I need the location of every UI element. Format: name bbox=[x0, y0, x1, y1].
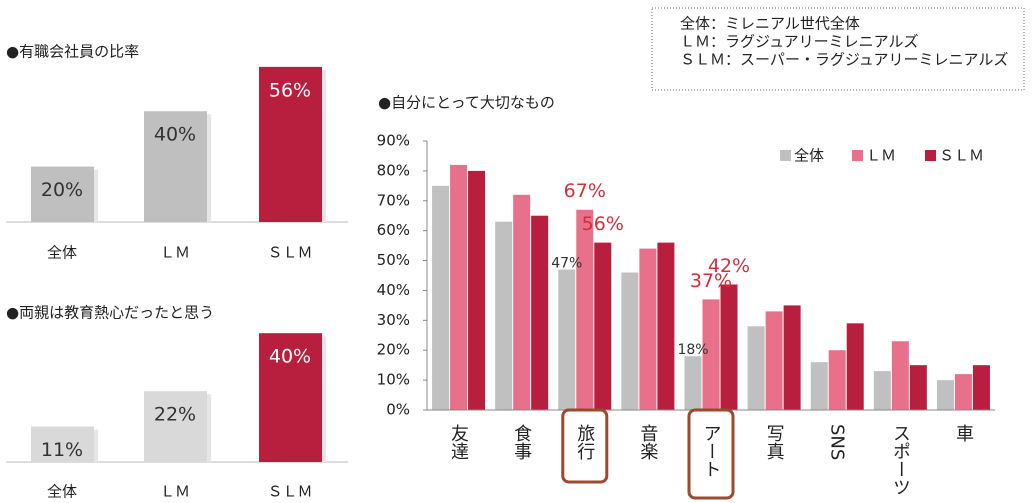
data-label: 42% bbox=[708, 255, 750, 277]
bar bbox=[144, 391, 207, 462]
x-tick-label: 食事 bbox=[511, 424, 532, 460]
bar bbox=[657, 242, 675, 410]
chart-title: ●自分にとって大切なもの bbox=[378, 94, 555, 112]
x-tick-label: 友達 bbox=[448, 424, 469, 460]
data-label: 18% bbox=[677, 342, 708, 358]
bar bbox=[936, 380, 954, 410]
x-tick-label: 写真 bbox=[764, 424, 785, 460]
bar bbox=[144, 111, 207, 222]
x-tick-label: ＳＬＭ bbox=[267, 483, 312, 501]
chart-title: ●有職会社員の比率 bbox=[6, 43, 139, 61]
legend-swatch bbox=[852, 150, 863, 161]
bar bbox=[259, 66, 322, 222]
bar bbox=[747, 326, 765, 410]
y-tick-label: 40% bbox=[377, 281, 410, 299]
bar bbox=[513, 194, 531, 410]
bar bbox=[495, 221, 513, 410]
data-label: 56% bbox=[269, 79, 311, 101]
bar bbox=[909, 365, 927, 410]
legend-label: ＬＭ bbox=[866, 147, 896, 165]
bar bbox=[558, 269, 576, 410]
bar bbox=[846, 323, 864, 410]
y-tick-label: 60% bbox=[377, 221, 410, 239]
note-line: ＬＭ：ラグジュアリーミレニアルズ bbox=[680, 33, 919, 51]
bar bbox=[765, 311, 783, 410]
chart-title: ●両親は教育熱心だったと思う bbox=[6, 304, 214, 322]
x-tick-label: 音楽 bbox=[637, 424, 658, 460]
x-tick-label: 旅行 bbox=[574, 424, 595, 460]
bar bbox=[810, 362, 828, 410]
bar bbox=[954, 374, 972, 410]
data-label: 37% bbox=[690, 270, 732, 292]
bar bbox=[702, 299, 720, 410]
y-tick-label: 30% bbox=[377, 311, 410, 329]
note-box bbox=[651, 7, 1025, 91]
x-tick-label: 車 bbox=[953, 424, 974, 442]
bar bbox=[594, 242, 612, 410]
data-label: 40% bbox=[154, 124, 196, 146]
x-tick-label: 全体 bbox=[47, 483, 77, 501]
bar bbox=[684, 356, 702, 410]
bar bbox=[259, 333, 322, 462]
x-tick-label: スポーツ bbox=[890, 424, 911, 496]
bar bbox=[972, 365, 990, 410]
x-tick-label: ＳＬＭ bbox=[267, 244, 312, 262]
data-label: 56% bbox=[582, 213, 624, 235]
note-line: 全体：ミレニアル世代全体 bbox=[680, 15, 860, 33]
bar bbox=[828, 350, 846, 410]
x-tick-label: ＬＭ bbox=[160, 244, 190, 262]
x-tick-label: アート bbox=[701, 424, 722, 478]
highlight-box bbox=[687, 408, 735, 500]
bar bbox=[783, 305, 801, 410]
y-tick-label: 20% bbox=[377, 341, 410, 359]
data-label: 11% bbox=[41, 439, 83, 461]
data-label: 20% bbox=[41, 179, 83, 201]
y-tick-label: 50% bbox=[377, 251, 410, 269]
y-tick-label: 90% bbox=[377, 132, 410, 150]
x-tick-label: SNS bbox=[827, 424, 848, 460]
data-label: 47% bbox=[551, 256, 582, 272]
bar bbox=[450, 164, 468, 410]
data-label: 40% bbox=[269, 346, 311, 368]
y-tick-label: 10% bbox=[377, 371, 410, 389]
x-tick-label: 全体 bbox=[47, 244, 77, 262]
note-line: ＳＬＭ：スーパー・ラグジュアリーミレニアルズ bbox=[680, 51, 1008, 69]
y-tick-label: 80% bbox=[377, 161, 410, 179]
bar bbox=[31, 166, 94, 222]
bar bbox=[576, 209, 594, 410]
bar bbox=[531, 215, 549, 410]
highlight-box bbox=[561, 408, 609, 484]
bar bbox=[720, 284, 738, 410]
data-label: 67% bbox=[564, 180, 606, 202]
legend-swatch bbox=[780, 150, 791, 161]
y-tick-label: 0% bbox=[386, 401, 410, 419]
bar bbox=[31, 426, 94, 462]
bar bbox=[468, 170, 486, 410]
y-tick-label: 70% bbox=[377, 191, 410, 209]
legend-swatch bbox=[925, 150, 936, 161]
bar bbox=[432, 185, 450, 410]
bar bbox=[873, 371, 891, 410]
legend-label: 全体 bbox=[794, 147, 824, 165]
data-label: 22% bbox=[154, 404, 196, 426]
x-tick-label: ＬＭ bbox=[160, 483, 190, 501]
bar bbox=[891, 341, 909, 410]
legend-label: ＳＬＭ bbox=[939, 147, 984, 165]
bar bbox=[639, 248, 657, 410]
bar bbox=[621, 272, 639, 410]
